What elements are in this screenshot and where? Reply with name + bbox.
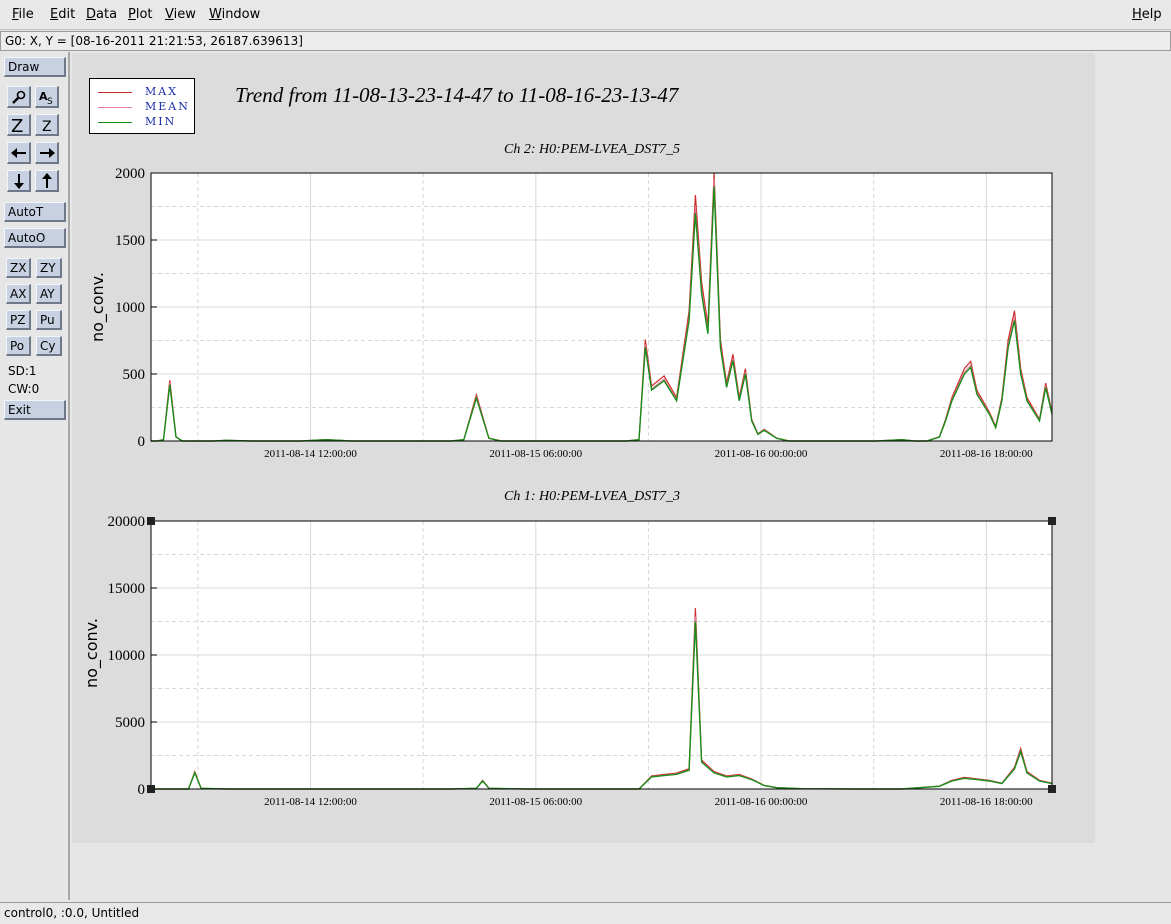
chart1-ytick-label: 1500 [115,233,145,249]
legend-swatch-mean [98,107,132,108]
sd-indicator: SD:1 [8,364,37,378]
arrow-down-icon[interactable] [7,170,31,192]
cw-indicator: CW:0 [8,382,40,396]
chart1-plot[interactable]: 0 500 1000 1500 2000 2011-08-14 12:00:00 2011-… [100,160,1090,470]
chart2-ylabel: no_conv. [82,618,101,688]
legend-swatch-min [98,122,132,123]
pu-button[interactable]: Pu [36,310,62,330]
chart2-ytick-label: 5000 [115,715,145,731]
legend-entry-min: MIN [90,115,196,130]
svg-text:Z: Z [42,119,52,132]
chart2-ytick-label: 20000 [108,514,146,530]
chart1-xtick-label: 2011-08-16 00:00:00 [715,448,808,460]
po-button[interactable]: Po [6,336,31,356]
legend-swatch-max [98,92,132,93]
menu-help[interactable]: Help [1132,7,1162,22]
menu-edit[interactable]: Edit [50,7,76,22]
status-bar: control0, :0.0, Untitled [0,902,1171,924]
auto-t-button[interactable]: AutoT [4,202,66,222]
chart2-border [150,520,1053,790]
exit-button[interactable]: Exit [4,400,66,420]
chart2-selection-handle[interactable] [147,785,155,793]
menu-window[interactable]: Window [209,7,261,22]
menu-file[interactable]: File [12,7,34,22]
legend: MAX MEAN MIN [89,78,195,134]
chart1-title: Ch 2: H0:PEM-LVEA_DST7_5 [504,142,681,157]
arrow-up-icon[interactable] [35,170,59,192]
zx-button[interactable]: ZX [6,258,31,278]
chart2-ytick-label: 10000 [108,648,146,664]
menu-bar: File Edit Data Plot View Window Help [0,0,1171,30]
chart2-plot[interactable]: 0 5000 10000 15000 20000 2011-08-14 12:00:00 2… [100,508,1090,818]
ax-button[interactable]: AX [6,284,31,304]
svg-text:S: S [47,97,53,105]
chart1-xtick-label: 2011-08-16 18:00:00 [940,448,1033,460]
magnifier-icon[interactable] [7,86,31,108]
zoom-large-icon[interactable]: Z [7,114,31,136]
chart2-xtick-label: 2011-08-16 18:00:00 [940,796,1033,808]
chart1-xtick-label: 2011-08-14 12:00:00 [264,448,357,460]
chart2-selection-handle[interactable] [147,517,155,525]
chart2-selection-handle[interactable] [1048,785,1056,793]
pz-button[interactable]: PZ [6,310,31,330]
chart2-xtick-label: 2011-08-14 12:00:00 [264,796,357,808]
chart1-ytick-label: 2000 [115,166,145,182]
menu-data[interactable]: Data [86,7,118,22]
ay-button[interactable]: AY [36,284,62,304]
trend-title: Trend from 11-08-13-23-14-47 to 11-08-16… [235,83,679,107]
chart2-selection-handle[interactable] [1048,517,1056,525]
menu-plot[interactable]: Plot [128,7,153,22]
chart1-ytick-label: 500 [123,367,146,383]
svg-text:Z: Z [11,116,23,134]
legend-entry-max: MAX [90,85,196,100]
legend-label-min: MIN [145,115,177,128]
cy-button[interactable]: Cy [36,336,62,356]
draw-button[interactable]: Draw [4,57,66,77]
zoom-small-icon[interactable]: Z [35,114,59,136]
auto-o-button[interactable]: AutoO [4,228,66,248]
chart2-title: Ch 1: H0:PEM-LVEA_DST7_3 [504,489,681,504]
chart2-xtick-label: 2011-08-15 06:00:00 [489,796,582,808]
coordinate-readout: G0: X, Y = [08-16-2011 21:21:53, 26187.6… [0,31,1171,51]
chart2-ytick-label: 15000 [108,581,146,597]
legend-label-mean: MEAN [145,100,190,113]
arrow-left-icon[interactable] [7,142,31,164]
chart2-ytick-label: 0 [138,782,146,798]
chart1-xtick-label: 2011-08-15 06:00:00 [489,448,582,460]
chart1-ytick-label: 0 [138,434,146,450]
chart2-xtick-label: 2011-08-16 00:00:00 [715,796,808,808]
chart1-ytick-label: 1000 [115,300,145,316]
legend-label-max: MAX [145,85,179,98]
legend-entry-mean: MEAN [90,100,196,115]
svg-text:A: A [39,90,48,103]
chart1-border [150,172,1053,442]
zy-button[interactable]: ZY [36,258,62,278]
arrow-right-icon[interactable] [35,142,59,164]
menu-view[interactable]: View [165,7,196,22]
